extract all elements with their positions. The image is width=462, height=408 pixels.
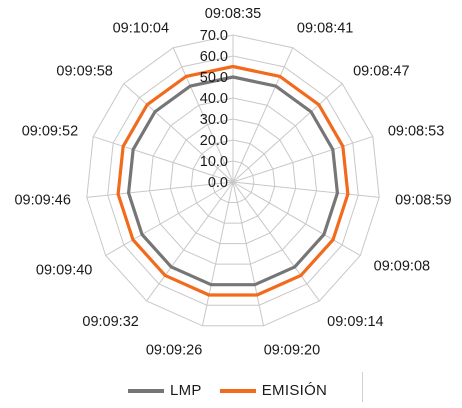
legend-divider xyxy=(362,372,363,402)
radial-tick-labels: 0.0 10.0 20.0 30.0 40.0 50.0 60.0 70.0 xyxy=(200,28,228,191)
grid-spoke xyxy=(123,83,234,183)
radar-series xyxy=(116,64,350,297)
radar-chart: 0.0 10.0 20.0 30.0 40.0 50.0 60.0 70.0 09:08:35… xyxy=(14,6,451,358)
category-label: 09:09:26 xyxy=(146,342,202,358)
radial-tick-label: 30.0 xyxy=(200,112,228,128)
radar-grid xyxy=(86,34,380,327)
grid-ring xyxy=(190,139,276,224)
grid-spoke xyxy=(93,136,234,183)
category-label: 09:08:35 xyxy=(205,6,261,22)
grid-spoke xyxy=(232,136,373,183)
legend-label-lmp: LMP xyxy=(170,382,202,399)
radial-tick-label: 20.0 xyxy=(200,133,228,149)
grid-ring xyxy=(169,118,297,245)
legend-item-lmp: LMP xyxy=(128,382,202,399)
grid-spoke xyxy=(172,47,234,183)
radial-tick-label: 50.0 xyxy=(200,70,228,86)
category-label: 09:09:14 xyxy=(327,314,383,330)
radial-tick-label: 60.0 xyxy=(200,49,228,65)
category-label: 09:08:47 xyxy=(353,63,409,79)
legend: LMP EMISIÓN xyxy=(0,368,462,408)
category-label: 09:08:41 xyxy=(297,20,353,36)
radial-tick-label: 0.0 xyxy=(208,175,228,191)
radial-tick-label: 40.0 xyxy=(200,91,228,107)
grid-ring xyxy=(107,55,359,306)
grid-spoke xyxy=(232,47,294,183)
series-line-emision xyxy=(116,64,350,297)
legend-label-emision: EMISIÓN xyxy=(261,382,328,399)
radial-tick-label: 70.0 xyxy=(200,28,228,44)
grid-ring xyxy=(148,97,318,265)
category-label: 09:08:59 xyxy=(395,192,451,208)
category-label: 09:09:20 xyxy=(264,342,320,358)
grid-spoke xyxy=(232,181,320,302)
category-labels: 09:08:35 09:08:41 09:08:47 09:08:53 09:08:59… xyxy=(14,6,451,358)
grid-spoke xyxy=(232,181,265,326)
grid-ring xyxy=(86,34,380,327)
category-label: 09:10:04 xyxy=(113,20,169,36)
category-label: 09:09:52 xyxy=(22,123,78,139)
grid-spoke xyxy=(232,181,380,198)
grid-spoke xyxy=(105,181,234,256)
grid-spoke xyxy=(201,181,234,326)
grid-spoke xyxy=(232,83,343,183)
category-label: 09:09:32 xyxy=(82,314,138,330)
category-label: 09:09:08 xyxy=(374,259,430,275)
grid-spoke xyxy=(146,181,234,302)
category-label: 09:08:53 xyxy=(388,123,444,139)
series-line-lmp xyxy=(126,75,340,287)
legend-swatch-lmp xyxy=(128,388,164,393)
legend-item-emision: EMISIÓN xyxy=(219,382,328,399)
category-label: 09:09:46 xyxy=(14,192,70,208)
grid-spoke xyxy=(232,181,361,256)
category-label: 09:09:40 xyxy=(36,263,92,279)
category-label: 09:09:58 xyxy=(56,63,112,79)
grid-spoke xyxy=(86,181,234,198)
legend-swatch-emision xyxy=(219,388,256,393)
grid-ring xyxy=(211,160,255,204)
radial-tick-label: 10.0 xyxy=(200,154,228,170)
